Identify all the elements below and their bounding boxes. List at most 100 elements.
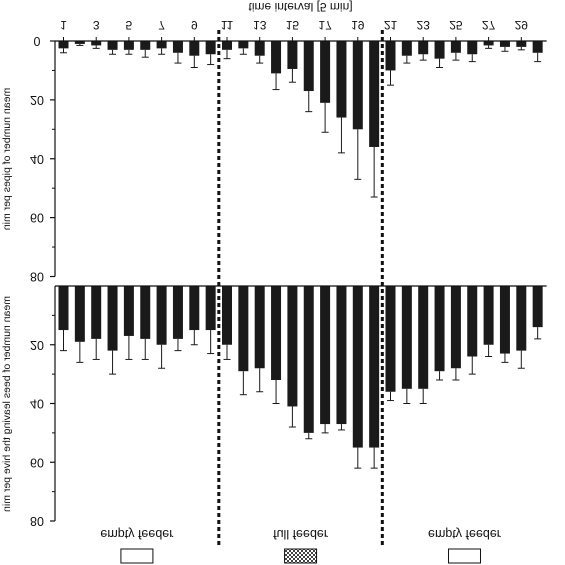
- top-x-tick-label: 15: [286, 18, 300, 32]
- top-bar: [74, 41, 85, 44]
- top-x-tick-label: 19: [351, 18, 365, 32]
- bottom-bar: [74, 286, 85, 342]
- top-bar: [287, 41, 298, 69]
- bottom-y-axis: [50, 285, 547, 522]
- top-y-tick-label: 20: [30, 93, 44, 107]
- top-bar: [140, 41, 151, 50]
- top-x-tick-label: 3: [93, 18, 100, 32]
- top-bar: [123, 41, 134, 50]
- top-x-tick-label: 11: [221, 18, 234, 32]
- bottom-bar: [499, 286, 510, 354]
- bottom-bar: [172, 286, 183, 339]
- top-bar: [222, 41, 232, 50]
- top-bar: [369, 41, 380, 147]
- feeder-label-empty-before: empty feeder: [100, 527, 173, 541]
- bottom-bar: [483, 286, 494, 345]
- bottom-bar: [336, 286, 347, 425]
- bottom-bar: [140, 286, 151, 339]
- bottom-bar: [320, 286, 331, 425]
- bottom-bar: [238, 286, 249, 372]
- top-bar: [516, 41, 527, 47]
- bottom-bar: [369, 286, 380, 448]
- top-bar: [434, 41, 445, 59]
- feeder-legend: empty feeder full feeder empty feeder: [100, 527, 501, 564]
- top-x-tick-label: 9: [191, 18, 198, 32]
- bottom-bar: [156, 286, 167, 345]
- top-x-axis-label: time interval [5 min]: [249, 0, 353, 14]
- top-bar: [483, 41, 494, 46]
- top-x-tick-label: 21: [384, 18, 398, 32]
- top-bar: [467, 41, 478, 55]
- bottom-panel: 20 40 60 80 mean number of bees leaving the…: [1, 285, 547, 528]
- top-y-tick-label: 40: [30, 152, 44, 166]
- feeder-swatch-full: [284, 548, 318, 564]
- bottom-bar: [222, 286, 232, 345]
- top-bar: [336, 41, 347, 118]
- bottom-bar: [385, 286, 396, 392]
- top-bar: [156, 41, 167, 49]
- bottom-bar: [303, 286, 314, 433]
- feeder-swatch-empty-before: [120, 548, 154, 564]
- bottom-bar: [532, 286, 543, 328]
- top-bar: [271, 41, 282, 74]
- top-x-tick-label: 27: [482, 18, 496, 32]
- top-bar: [401, 41, 412, 56]
- top-y-tick-labels: 0 20 40 60 80: [30, 34, 44, 284]
- feeder-label-empty-after: empty feeder: [428, 527, 501, 541]
- top-bar: [205, 41, 216, 55]
- bottom-bar: [58, 286, 69, 331]
- top-x-tick-label: 5: [126, 18, 133, 32]
- top-bar: [385, 41, 396, 71]
- bottom-bars: [58, 286, 543, 469]
- top-x-tick-labels: 1 3 5 7 9 11 13 15 17 19 21 23 25 27 29: [60, 18, 528, 41]
- bottom-y-axis-label: mean number of bees leaving the hive per…: [1, 296, 13, 512]
- bottom-bar: [401, 286, 412, 389]
- top-y-tick-label: 0: [34, 34, 41, 48]
- bottom-bar: [287, 286, 298, 407]
- top-y-axis-label: mean number of pipes per min: [1, 88, 13, 231]
- bottom-bar: [434, 286, 445, 372]
- top-bar: [418, 41, 429, 55]
- bottom-bar: [107, 286, 118, 351]
- top-bar: [450, 41, 461, 53]
- bottom-y-tick-label: 20: [30, 338, 44, 352]
- top-bar: [352, 41, 363, 130]
- top-bar: [320, 41, 331, 103]
- top-bar: [58, 41, 69, 49]
- bottom-bar: [189, 286, 200, 331]
- top-bar: [499, 41, 510, 47]
- bottom-bar: [467, 286, 478, 357]
- top-x-tick-label: 13: [253, 18, 267, 32]
- bottom-bar: [352, 286, 363, 448]
- bottom-y-tick-label: 40: [30, 397, 44, 411]
- top-x-tick-label: 17: [318, 18, 332, 32]
- top-x-tick-label: 25: [449, 18, 463, 32]
- top-bar: [172, 41, 183, 53]
- feeder-swatch-empty-after: [447, 548, 481, 564]
- top-bars: [58, 41, 543, 198]
- top-bar: [189, 41, 200, 56]
- top-x-tick-label: 29: [515, 18, 529, 32]
- top-y-tick-label: 80: [30, 270, 44, 284]
- bottom-bar: [254, 286, 265, 369]
- bottom-bar: [91, 286, 102, 339]
- bottom-bar: [123, 286, 134, 336]
- bottom-bar: [516, 286, 527, 351]
- top-x-tick-label: 7: [158, 18, 165, 32]
- top-bar: [532, 41, 543, 53]
- bottom-y-tick-labels: 20 40 60 80: [30, 338, 44, 528]
- bottom-bar: [271, 286, 282, 380]
- top-y-axis: [50, 40, 547, 278]
- top-bar: [107, 41, 118, 50]
- top-x-tick-label: 1: [60, 18, 67, 32]
- top-bar: [238, 41, 249, 49]
- top-bar: [91, 41, 102, 46]
- bottom-bar: [418, 286, 429, 389]
- bottom-y-tick-label: 80: [30, 514, 44, 528]
- top-x-tick-label: 23: [417, 18, 431, 32]
- feeder-period-dividers: [217, 30, 384, 548]
- bottom-y-tick-label: 60: [30, 455, 44, 469]
